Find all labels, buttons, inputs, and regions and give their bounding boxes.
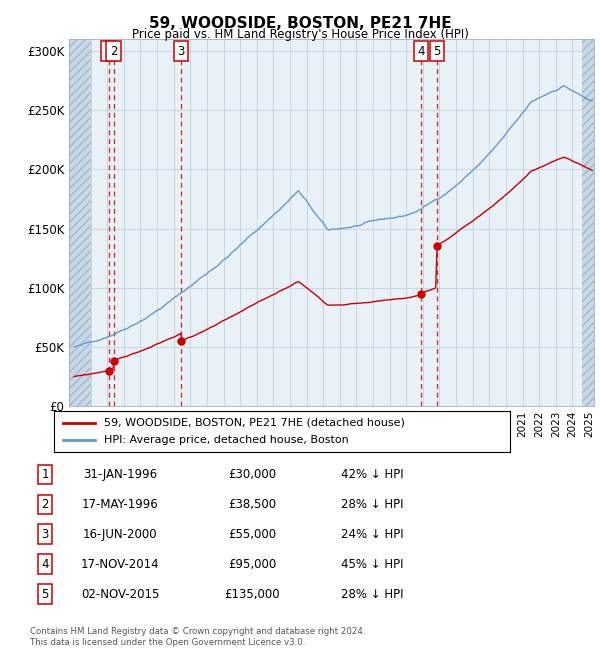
Text: 4: 4 [41, 558, 49, 571]
Text: £135,000: £135,000 [224, 588, 280, 601]
Text: Price paid vs. HM Land Registry's House Price Index (HPI): Price paid vs. HM Land Registry's House … [131, 28, 469, 41]
Text: £38,500: £38,500 [228, 498, 276, 511]
Text: 24% ↓ HPI: 24% ↓ HPI [341, 528, 403, 541]
Text: 1: 1 [105, 44, 112, 57]
Text: 28% ↓ HPI: 28% ↓ HPI [341, 588, 403, 601]
Text: Contains HM Land Registry data © Crown copyright and database right 2024.
This d: Contains HM Land Registry data © Crown c… [30, 627, 365, 647]
Text: 17-MAY-1996: 17-MAY-1996 [82, 498, 158, 511]
Text: 45% ↓ HPI: 45% ↓ HPI [341, 558, 403, 571]
Text: 42% ↓ HPI: 42% ↓ HPI [341, 468, 403, 481]
Text: HPI: Average price, detached house, Boston: HPI: Average price, detached house, Bost… [104, 436, 349, 445]
Text: 5: 5 [433, 44, 440, 57]
Text: 1: 1 [41, 468, 49, 481]
Bar [581, 39, 594, 406]
Text: 2: 2 [41, 498, 49, 511]
Text: 3: 3 [41, 528, 49, 541]
Text: 59, WOODSIDE, BOSTON, PE21 7HE (detached house): 59, WOODSIDE, BOSTON, PE21 7HE (detached… [104, 418, 405, 428]
Text: 16-JUN-2000: 16-JUN-2000 [83, 528, 157, 541]
Text: £30,000: £30,000 [228, 468, 276, 481]
Text: 59, WOODSIDE, BOSTON, PE21 7HE: 59, WOODSIDE, BOSTON, PE21 7HE [149, 16, 451, 31]
Text: £55,000: £55,000 [228, 528, 276, 541]
Text: 2: 2 [110, 44, 117, 57]
Text: 17-NOV-2014: 17-NOV-2014 [80, 558, 160, 571]
Text: 02-NOV-2015: 02-NOV-2015 [81, 588, 159, 601]
Text: 31-JAN-1996: 31-JAN-1996 [83, 468, 157, 481]
Text: £95,000: £95,000 [228, 558, 276, 571]
Text: 4: 4 [417, 44, 425, 57]
Bar [69, 39, 91, 406]
Text: 5: 5 [41, 588, 49, 601]
Text: 28% ↓ HPI: 28% ↓ HPI [341, 498, 403, 511]
Text: 3: 3 [178, 44, 185, 57]
